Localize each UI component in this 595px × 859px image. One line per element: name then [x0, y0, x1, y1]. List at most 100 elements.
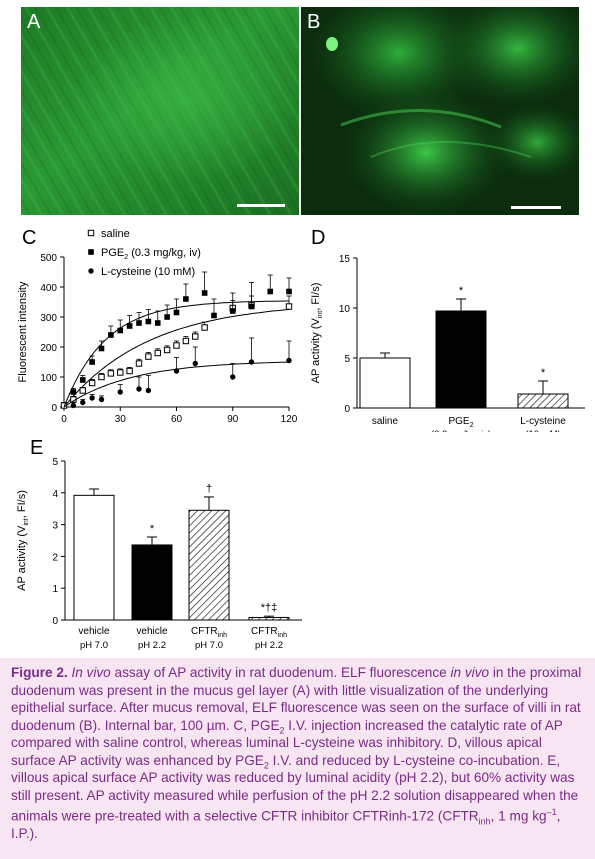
c-point	[98, 373, 105, 381]
c-legend-marker-2	[88, 268, 94, 274]
caption-sub-1: 2	[279, 725, 285, 736]
chartD-annotation: *	[459, 285, 464, 297]
panel-b-letter: B	[307, 11, 321, 33]
c-x-tick-label: 60	[171, 414, 183, 422]
c-x-tick-label: 0	[61, 414, 67, 422]
chartD-annotation: *	[541, 367, 546, 379]
c-x-tick-label: 90	[227, 414, 239, 422]
caption-text-4: I.V. and reduced by L-cysteine co-incuba…	[11, 752, 579, 824]
c-point	[173, 368, 180, 374]
caption-text-6: , I.P.).	[11, 808, 561, 842]
chartE-category-label: CFTRinh	[191, 626, 227, 639]
c-point	[89, 395, 95, 401]
c-point	[286, 288, 292, 295]
c-point	[201, 290, 208, 296]
caption-sub-3: inh	[478, 816, 491, 827]
caption-text-3: I.V. injection increased the catalytic r…	[11, 717, 563, 768]
chartD-letter: D	[311, 227, 325, 249]
chartE-category-sublabel: pH 7.0	[80, 640, 108, 651]
c-y-tick-label: 400	[40, 283, 57, 294]
c-point	[201, 324, 208, 331]
chartE-category-sublabel: pH 2.2	[138, 640, 166, 651]
chartE-category-sublabel: pH 7.0	[195, 640, 223, 651]
caption-italic-1: In vivo	[71, 665, 111, 680]
c-series-2	[63, 337, 292, 409]
c-point	[70, 402, 77, 409]
c-point	[79, 377, 86, 383]
c-point	[108, 332, 114, 338]
micrograph-a: A	[21, 7, 299, 215]
chartE-annotation: *†‡	[261, 602, 278, 614]
chartE-y-tick-label: 5	[52, 457, 58, 468]
chartD-bar	[435, 310, 487, 409]
c-point	[248, 359, 255, 365]
c-point	[145, 387, 152, 394]
chartE-category-label: vehicle	[78, 626, 110, 637]
c-series-1	[63, 271, 292, 408]
c-point	[107, 370, 115, 377]
c-fit-curve	[63, 309, 290, 408]
chartE-y-axis-label: AP activity (Vint, FI/s)	[16, 490, 30, 591]
chartE-bar	[188, 509, 230, 621]
chartD-y-axis-label: AP activity (Vint, FI/s)	[310, 283, 324, 384]
chartD-y-tick-label: 15	[339, 254, 351, 265]
c-y-tick-label: 100	[40, 373, 57, 384]
c-point	[230, 374, 236, 380]
c-point	[173, 309, 180, 316]
caption-text-5: , 1 mg kg	[490, 808, 547, 824]
c-x-tick-label: 30	[115, 414, 127, 422]
chartE-y-tick-label: 0	[52, 616, 58, 627]
c-point	[117, 389, 123, 395]
scale-bar-a	[237, 204, 285, 207]
c-y-tick-label: 500	[40, 253, 57, 264]
chartE-y-tick-label: 1	[52, 584, 58, 595]
caption-sub-2: 2	[263, 760, 269, 771]
c-point	[126, 367, 133, 375]
c-point	[267, 288, 274, 295]
figure-caption: Figure 2. In vivo assay of AP activity i…	[0, 658, 595, 859]
c-point	[173, 342, 180, 349]
c-point	[286, 357, 292, 364]
c-point	[117, 327, 124, 334]
chartE-annotation: †	[206, 483, 212, 495]
c-point	[163, 346, 171, 354]
chartD-bar	[359, 357, 411, 409]
panel-c-letter: C	[22, 227, 36, 249]
c-y-tick-label: 300	[40, 313, 57, 324]
c-point	[183, 296, 189, 302]
caption-text-1: assay of AP activity in rat duodenum. EL…	[110, 665, 451, 680]
caption-sup-1: –1	[546, 807, 557, 817]
c-point	[98, 345, 105, 352]
micrograph-b: B	[301, 7, 579, 215]
chartD-category-sublabel: (0.3 mg/kg, iv)	[431, 429, 491, 432]
chart-e: E 0 1 2 3 4 5 AP activity (Vint, FI/s) vehicle pH…	[16, 437, 302, 651]
c-legend-label-2: L-cysteine (10 mM)	[101, 266, 195, 278]
c-point	[136, 320, 142, 326]
c-legend-marker-0	[87, 229, 95, 237]
c-point	[145, 318, 152, 325]
c-point	[229, 308, 236, 314]
c-point	[79, 387, 86, 394]
chartE-annotation: *	[150, 523, 155, 535]
chartE-category-label: CFTRinh	[251, 626, 287, 639]
c-point	[136, 386, 142, 392]
c-point	[182, 337, 190, 345]
chartD-y-tick-label: 10	[339, 304, 351, 315]
c-point	[135, 360, 143, 367]
chart-c: C01002003004005000306090120Time (sec)Flu…	[17, 227, 298, 422]
c-point	[285, 303, 293, 310]
c-legend-label-0: saline	[101, 228, 130, 240]
chartE-y-tick-label: 2	[52, 552, 58, 563]
chartE-letter: E	[30, 437, 43, 459]
chartD-category-sublabel: (10 mM)	[525, 429, 560, 432]
c-point	[145, 353, 152, 360]
c-point	[89, 359, 95, 365]
c-legend-marker-1	[88, 249, 94, 255]
c-point	[154, 349, 161, 357]
chartD-category-label: PGE2	[448, 416, 473, 429]
c-y-tick-label: 200	[40, 343, 57, 354]
scale-bar-b	[511, 206, 561, 209]
chartE-bar	[131, 544, 173, 621]
c-y-tick-label: 0	[51, 403, 57, 414]
c-point	[70, 389, 77, 395]
